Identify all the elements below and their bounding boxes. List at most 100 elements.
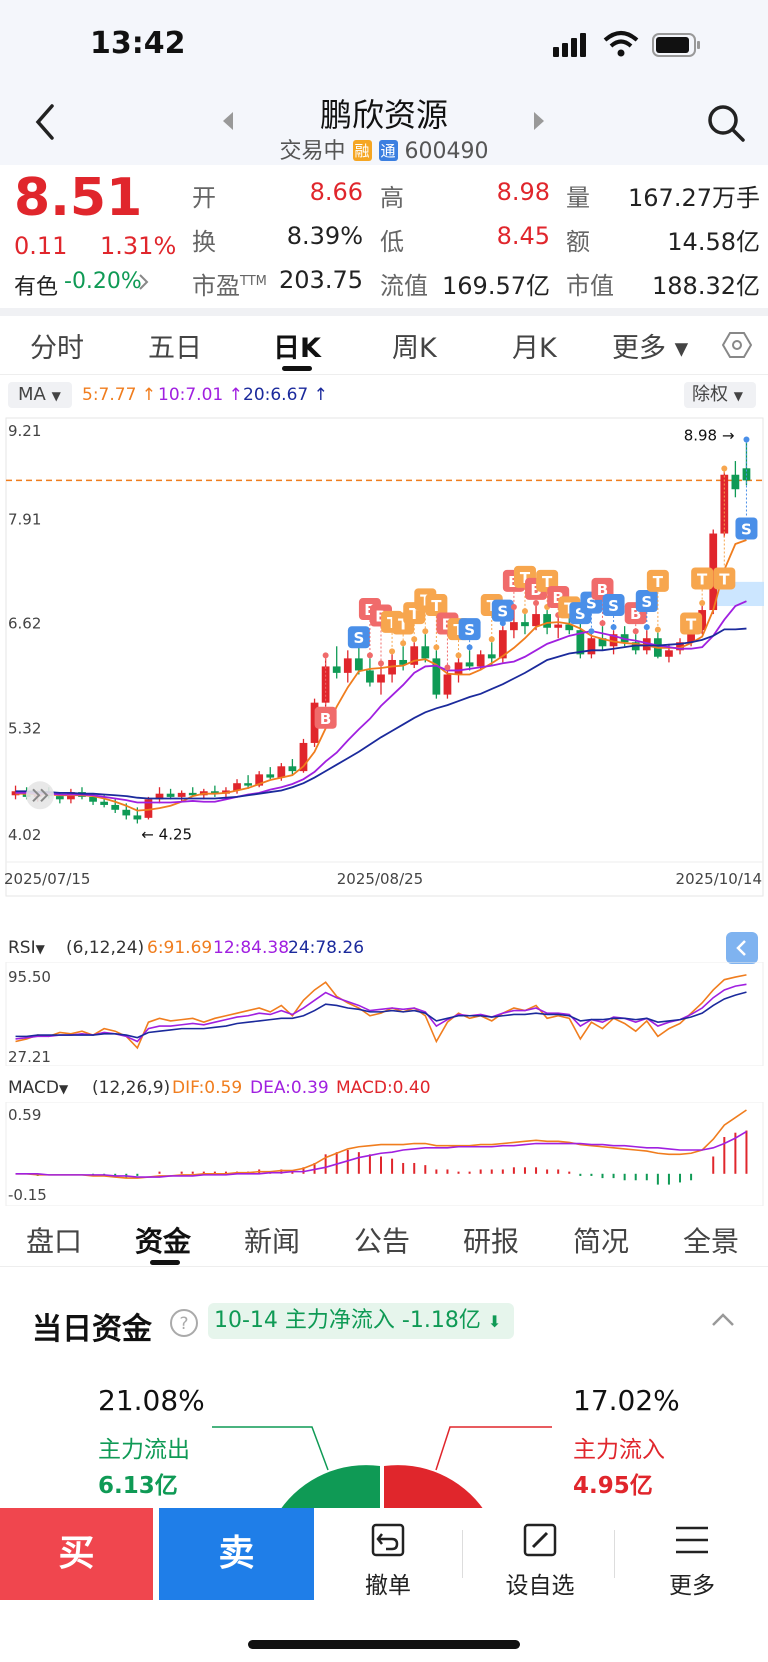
candle-body: [299, 742, 308, 772]
tab-capital-flow[interactable]: 资金: [135, 1225, 192, 1258]
signal-marker-label: B: [508, 573, 519, 591]
low-value: 8.45: [496, 222, 550, 250]
signal-marker-label: T: [542, 573, 553, 591]
candle-body: [642, 638, 651, 651]
signal-icon: [553, 33, 593, 61]
cancel-order-button[interactable]: 撤单: [318, 1508, 458, 1600]
back-icon[interactable]: [30, 100, 60, 148]
tab-research[interactable]: 研报: [463, 1225, 520, 1258]
ma10-value: 10:7.01 ↑: [158, 385, 243, 405]
candle-body: [443, 674, 452, 695]
signal-marker-label: T: [409, 605, 420, 623]
home-indicator: [248, 1640, 520, 1649]
more-button[interactable]: 更多: [622, 1508, 762, 1600]
high-value: 8.98: [496, 178, 550, 206]
search-icon[interactable]: [706, 103, 746, 147]
macd-params: (12,26,9): [92, 1078, 171, 1098]
signal-marker: [691, 567, 714, 590]
ma20-value: 20:6.67 ↑: [243, 385, 328, 405]
tab-profile[interactable]: 简况: [573, 1225, 630, 1258]
candle-body: [476, 654, 485, 667]
candle-body: [709, 533, 718, 611]
tab-monthly-k[interactable]: 月K: [512, 333, 557, 364]
next-stock-icon[interactable]: [532, 110, 546, 136]
candle-body: [144, 799, 153, 818]
divider: [0, 308, 768, 316]
tab-five-day[interactable]: 五日: [148, 333, 202, 364]
ma-selector[interactable]: MA ▼: [8, 382, 72, 408]
margin-tag: 融: [352, 140, 372, 161]
candle-body: [432, 658, 441, 695]
chevron-right-icon[interactable]: [138, 272, 150, 296]
signal-marker-label: T: [431, 597, 442, 615]
tab-weekly-k[interactable]: 周K: [392, 333, 437, 364]
tab-order-book[interactable]: 盘口: [26, 1225, 83, 1258]
outflow-pct: 21.08%: [98, 1384, 205, 1417]
tab-intraday[interactable]: 分时: [30, 333, 84, 364]
tab-announcements[interactable]: 公告: [354, 1225, 411, 1258]
signal-marker-dot: [743, 436, 750, 443]
signal-marker-label: B: [552, 589, 563, 607]
rsi24-value: 24:78.26: [288, 938, 365, 958]
sell-button[interactable]: 卖: [159, 1508, 314, 1600]
sector-change[interactable]: -0.20%: [64, 269, 142, 294]
adjust-selector[interactable]: 除权 ▼: [684, 382, 756, 408]
add-watchlist-button[interactable]: 设自选: [470, 1508, 610, 1600]
signal-marker-dot: [422, 628, 429, 635]
prev-stock-icon[interactable]: [221, 110, 235, 136]
signal-marker-dot: [455, 652, 462, 659]
mcap-value: 188.32亿: [652, 272, 760, 300]
signal-marker-label: S: [586, 595, 597, 613]
min-price-label: ← 4.25: [141, 825, 192, 843]
collapse-panel-button[interactable]: [726, 932, 758, 964]
candle-body: [576, 630, 585, 655]
signal-marker-label: B: [375, 607, 386, 625]
sector-label[interactable]: 有色: [14, 275, 59, 300]
tab-more[interactable]: 更多 ▾: [612, 333, 689, 364]
outflow-amount: 6.13亿: [98, 1473, 178, 1499]
candle-body: [133, 815, 142, 820]
tab-news[interactable]: 新闻: [244, 1225, 301, 1258]
candle-body: [565, 624, 574, 631]
signal-marker: [491, 599, 514, 622]
buy-button[interactable]: 买: [0, 1508, 153, 1600]
signal-marker-dot: [654, 626, 661, 633]
dif-line: [15, 1109, 747, 1179]
signal-marker-dot: [533, 600, 540, 607]
volume-value: 167.27万手: [628, 184, 760, 212]
signal-marker-label: S: [353, 629, 364, 647]
price-change-pct: 1.31%: [100, 232, 177, 260]
rsi-selector[interactable]: RSI▼: [8, 938, 45, 958]
signal-marker: [735, 517, 758, 540]
net-flow-text: 10-14 主力净流入 -1.18亿: [214, 1308, 481, 1333]
tab-daily-k[interactable]: 日K: [273, 333, 321, 364]
status-time: 13:42: [90, 26, 186, 61]
settings-hex-icon[interactable]: [721, 330, 753, 364]
battery-icon: [652, 33, 702, 61]
inflow-pct: 17.02%: [573, 1384, 680, 1417]
help-icon[interactable]: ?: [169, 1308, 199, 1342]
candle-body: [377, 674, 385, 683]
svg-text:?: ?: [179, 1314, 188, 1334]
candle-body: [177, 792, 186, 797]
macd-selector[interactable]: MACD▼: [8, 1078, 69, 1098]
signal-marker-label: B: [630, 605, 641, 623]
candle-body: [277, 766, 286, 778]
signal-marker-label: T: [520, 569, 531, 587]
signal-marker-dot: [699, 600, 706, 607]
y-axis-tick: 5.32: [8, 719, 41, 737]
signal-marker: [347, 626, 370, 649]
macd-top-label: 0.59: [8, 1106, 42, 1124]
divider: [462, 1530, 463, 1578]
rsi-line: [15, 991, 747, 1039]
ma10-line: [15, 600, 747, 804]
tab-panorama[interactable]: 全景: [683, 1225, 740, 1258]
chevron-up-icon[interactable]: [710, 1310, 736, 1334]
candle-body: [310, 702, 319, 743]
y-axis-tick: 4.02: [8, 826, 41, 844]
signal-marker-dot: [411, 636, 418, 643]
macd-chart: [5, 1102, 764, 1206]
expand-icon-arrows: [32, 788, 49, 802]
candle-body: [89, 796, 97, 802]
